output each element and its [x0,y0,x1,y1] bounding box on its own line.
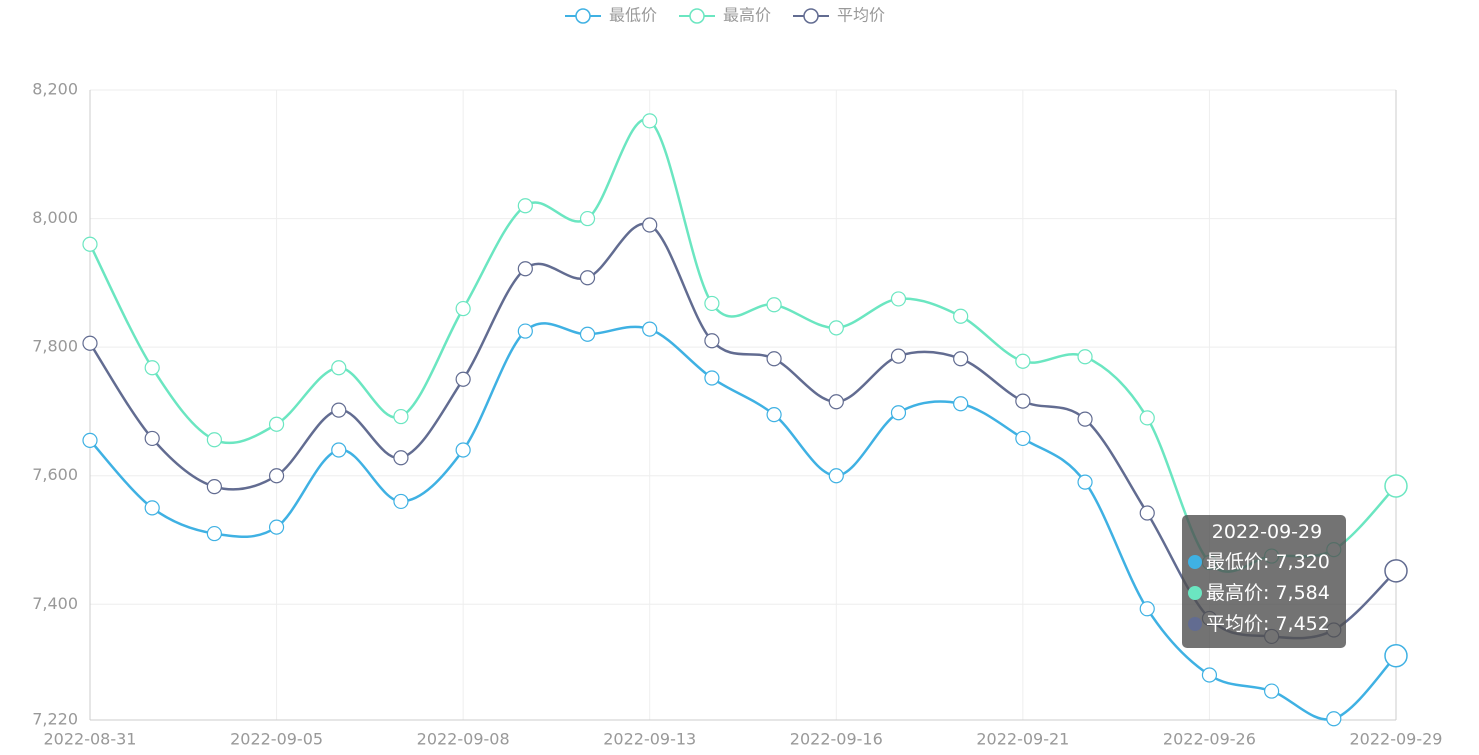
legend: 最低价 最高价 平均价 [565,6,885,25]
point [206,479,222,495]
point [331,442,347,458]
x-tick-label: 2022-09-26 [1163,730,1256,749]
point [1139,410,1155,426]
y-tick-label: 7,400 [32,594,78,613]
point [1384,474,1408,498]
tooltip-text: 平均价: 7,452 [1206,613,1330,635]
line [88,118,1397,573]
point [1139,601,1155,617]
point [1326,711,1342,727]
tooltip-text: 最高价: 7,584 [1206,582,1330,604]
point [517,323,533,339]
point [766,297,782,313]
tooltip-dot [1188,586,1202,600]
point [82,236,98,252]
point [1077,349,1093,365]
y-tick-label: 7,800 [32,337,78,356]
point [704,333,720,349]
point [1015,393,1031,409]
x-tick-label: 2022-09-21 [976,730,1069,749]
point [206,432,222,448]
legend-label: 最高价 [723,6,771,25]
point [579,270,596,286]
point [1015,353,1031,369]
point [579,326,596,342]
point [268,519,285,535]
point [828,320,844,336]
point [642,113,658,129]
point [206,525,222,542]
point [953,308,969,324]
tooltip-title: 2022-09-29 [1211,521,1323,543]
point [331,402,347,418]
point [144,500,160,516]
tooltip-dot [1188,555,1202,569]
y-tick-label: 7,220 [32,710,78,729]
point [1201,667,1218,683]
x-tick-label: 2022-09-13 [603,730,696,749]
point [1077,411,1093,427]
x-tick-label: 2022-08-31 [44,730,137,749]
point [393,493,409,510]
point [704,295,720,312]
tooltip: 2022-09-29 最低价: 7,320 最高价: 7,584 平均价: 7,45… [1182,515,1346,648]
point [953,396,969,412]
tooltip-text: 最低价: 7,320 [1206,551,1330,573]
point [579,210,596,227]
point [1015,430,1031,447]
point [455,300,471,317]
point [517,198,533,214]
legend-icon [689,8,705,24]
legend-icon [803,8,819,24]
point [890,291,907,307]
point [144,430,160,447]
point [704,370,720,386]
point [82,335,98,351]
point [766,407,782,423]
point [1384,643,1408,668]
tooltip-row: 平均价: 7,452 [1188,609,1346,640]
point [828,468,844,484]
line [89,322,1397,721]
point [1139,505,1155,521]
point [455,371,471,387]
point [1384,559,1408,583]
point [268,468,285,484]
point [1264,683,1280,699]
tooltip-row: 最高价: 7,584 [1188,578,1346,609]
legend-label: 最低价 [609,6,657,25]
legend-icon [575,8,591,24]
y-tick-label: 7,600 [32,465,78,484]
x-tick-label: 2022-09-05 [230,730,323,749]
x-tick-label: 2022-09-16 [790,730,883,749]
tooltip-dot [1188,617,1202,631]
legend-label: 平均价 [837,6,885,25]
point [144,360,160,376]
point [766,351,782,367]
tooltip-row: 最低价: 7,320 [1188,547,1346,578]
y-tick-label: 8,000 [32,208,78,227]
point [642,321,658,337]
point [890,348,907,364]
point [393,408,409,425]
x-tick-label: 2022-09-08 [417,730,510,749]
y-tick-label: 8,200 [32,80,78,99]
point [393,450,409,466]
point [1077,474,1093,490]
point [828,394,844,410]
point [455,442,471,458]
point [953,351,969,367]
point [331,360,347,376]
point [82,432,98,448]
point [890,405,907,421]
point [642,217,658,233]
point [517,261,533,277]
point [268,416,285,432]
x-tick-label: 2022-09-29 [1350,730,1443,749]
